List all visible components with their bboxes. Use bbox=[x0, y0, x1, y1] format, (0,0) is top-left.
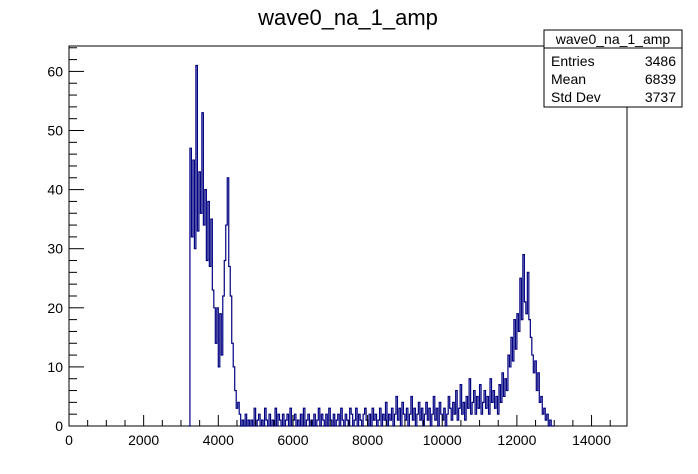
histogram-bin bbox=[515, 349, 516, 426]
x-tick-label: 14000 bbox=[572, 432, 611, 448]
histogram-bin bbox=[197, 231, 198, 426]
stats-box-frame bbox=[543, 29, 683, 108]
histogram-bin bbox=[427, 420, 428, 426]
histogram-bin bbox=[468, 408, 469, 426]
histogram-bin bbox=[506, 391, 507, 426]
histogram-bin bbox=[489, 414, 490, 426]
histogram-bin bbox=[500, 402, 501, 426]
histogram-bin bbox=[420, 420, 421, 426]
histogram-bin bbox=[212, 290, 213, 426]
x-tick-label: 12000 bbox=[497, 432, 536, 448]
axes-layer: 0 2000 4000 6000 8000 10000 12000 14000 0 10 20 30 4… bbox=[47, 47, 611, 448]
histogram-bin bbox=[475, 414, 476, 426]
plot-frame bbox=[68, 45, 628, 427]
histogram-bin bbox=[518, 331, 519, 426]
histogram-bin bbox=[512, 361, 513, 426]
histogram-bin bbox=[191, 237, 192, 426]
histogram-bin bbox=[203, 225, 204, 426]
chart-title: wave0_na_1_amp bbox=[257, 5, 438, 30]
histogram-bin bbox=[465, 420, 466, 426]
y-tick-label: 50 bbox=[47, 123, 63, 139]
stats-box: wave0_na_1_amp Entries 3486 Mean 6839 St… bbox=[543, 29, 683, 108]
x-tick-label: 4000 bbox=[203, 432, 234, 448]
histogram-bin bbox=[539, 402, 540, 426]
stats-stddev-label: Std Dev bbox=[551, 89, 601, 105]
histogram-bin bbox=[457, 420, 458, 426]
histogram-bin bbox=[451, 420, 452, 426]
histogram-bin bbox=[215, 343, 216, 426]
histogram-bin bbox=[194, 249, 195, 426]
histogram-bin bbox=[509, 367, 510, 426]
histogram-bin bbox=[384, 420, 385, 426]
histogram-bin bbox=[521, 320, 522, 426]
stats-stddev-value: 3737 bbox=[645, 89, 676, 105]
histogram-bin bbox=[492, 402, 493, 426]
histogram-bin bbox=[481, 414, 482, 426]
histogram-bin bbox=[374, 420, 375, 426]
histogram-bin bbox=[206, 261, 207, 426]
y-tick-label: 60 bbox=[47, 63, 63, 79]
histogram-bin bbox=[526, 314, 527, 426]
histogram-bin bbox=[200, 213, 201, 426]
histogram-bin bbox=[397, 420, 398, 426]
histogram-bin bbox=[533, 373, 534, 426]
histogram-bin bbox=[486, 408, 487, 426]
x-tick-label: 0 bbox=[65, 432, 73, 448]
x-tick-label: 2000 bbox=[128, 432, 159, 448]
stats-entries-value: 3486 bbox=[645, 53, 676, 69]
histogram-bin bbox=[209, 266, 210, 426]
histogram-outline bbox=[188, 64, 555, 427]
y-tick-label: 20 bbox=[47, 300, 63, 316]
histogram-bin bbox=[454, 414, 455, 426]
stats-mean-label: Mean bbox=[551, 71, 586, 87]
histogram-bin bbox=[545, 420, 546, 426]
y-tick-label: 40 bbox=[47, 182, 63, 198]
histogram-bin bbox=[390, 420, 391, 426]
histogram-bin bbox=[503, 396, 504, 426]
x-tick-label: 10000 bbox=[423, 432, 462, 448]
histogram-bin bbox=[494, 408, 495, 426]
histogram-bin bbox=[412, 420, 413, 426]
stats-entries-label: Entries bbox=[551, 53, 595, 69]
histogram-bin bbox=[462, 414, 463, 426]
x-tick-label: 6000 bbox=[277, 432, 308, 448]
histogram-bin bbox=[435, 420, 436, 426]
histogram-layer bbox=[188, 64, 555, 427]
histogram-bin bbox=[471, 414, 472, 426]
y-tick-label: 10 bbox=[47, 359, 63, 375]
stats-mean-value: 6839 bbox=[645, 71, 676, 87]
histogram-bin bbox=[542, 414, 543, 426]
y-tick-label: 30 bbox=[47, 241, 63, 257]
stats-box-title: wave0_na_1_amp bbox=[555, 31, 671, 47]
histogram-bin bbox=[221, 355, 222, 426]
x-tick-label: 8000 bbox=[352, 432, 383, 448]
histogram-bin bbox=[536, 391, 537, 426]
y-tick-label: 0 bbox=[55, 418, 63, 434]
histogram-bin bbox=[524, 302, 525, 426]
